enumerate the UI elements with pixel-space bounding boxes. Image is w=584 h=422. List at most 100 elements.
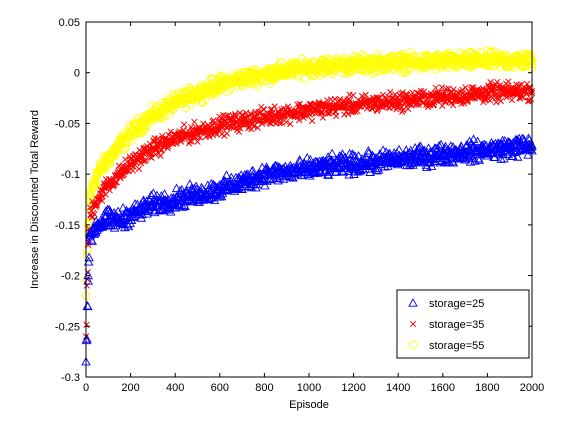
storage-55-point bbox=[125, 133, 135, 142]
storage-35-point-stroke bbox=[176, 128, 183, 135]
storage-35-point-stroke bbox=[85, 225, 93, 232]
storage-35-point-stroke bbox=[350, 92, 357, 99]
storage-35-point-stroke bbox=[129, 167, 136, 174]
storage-35-point bbox=[142, 156, 149, 163]
storage-35-point bbox=[232, 112, 239, 119]
storage-55-point bbox=[405, 64, 415, 73]
storage-55-point bbox=[526, 53, 535, 62]
storage-35-point-stroke bbox=[200, 120, 207, 127]
storage-35-point bbox=[194, 138, 201, 145]
storage-35-point bbox=[462, 84, 469, 91]
storage-35-point bbox=[508, 96, 516, 104]
storage-55-point bbox=[300, 74, 310, 83]
storage-35-point bbox=[266, 120, 273, 127]
storage-55-point bbox=[84, 218, 93, 227]
storage-35-point bbox=[223, 130, 231, 137]
storage-35-point bbox=[122, 156, 129, 163]
storage-35-point-stroke bbox=[260, 106, 268, 113]
storage-35-point bbox=[92, 202, 99, 209]
storage-35-point-stroke bbox=[151, 135, 158, 142]
storage-35-point-stroke bbox=[358, 92, 366, 100]
storage-35-point bbox=[164, 145, 171, 152]
storage-35-point-stroke bbox=[267, 106, 274, 113]
storage-35-point-stroke bbox=[188, 138, 195, 145]
storage-35-point-stroke bbox=[196, 124, 203, 132]
storage-35-point-stroke bbox=[213, 131, 220, 138]
storage-55-point bbox=[110, 151, 120, 160]
storage-35-point-stroke bbox=[217, 115, 225, 122]
storage-35-point-stroke bbox=[220, 111, 227, 119]
storage-35-point-stroke bbox=[99, 193, 106, 200]
storage-35-point bbox=[331, 95, 339, 103]
storage-35-point bbox=[267, 106, 274, 113]
storage-35-point bbox=[326, 110, 333, 117]
storage-35-point bbox=[129, 167, 136, 174]
storage-35-point-stroke bbox=[223, 130, 231, 137]
storage-35-point-stroke bbox=[210, 120, 218, 127]
storage-35-point-stroke bbox=[308, 117, 316, 125]
storage-35-point-stroke bbox=[157, 152, 164, 159]
storage-55-point bbox=[345, 63, 355, 73]
storage-35-point bbox=[324, 97, 331, 104]
storage-35-point bbox=[283, 118, 290, 126]
storage-35-point-stroke bbox=[283, 118, 290, 126]
storage-55-point bbox=[142, 121, 152, 130]
storage-35-point bbox=[83, 282, 91, 289]
storage-35-point bbox=[308, 117, 316, 125]
storage-35-point-stroke bbox=[167, 128, 174, 135]
storage-35-point-stroke bbox=[184, 127, 192, 135]
storage-35-point-stroke bbox=[265, 114, 272, 121]
storage-35-point bbox=[505, 78, 512, 85]
storage-35-point-stroke bbox=[142, 156, 149, 163]
storage-35-point-stroke bbox=[250, 113, 257, 121]
storage-35-point-stroke bbox=[333, 112, 340, 120]
storage-35-point-stroke bbox=[284, 103, 292, 110]
storage-35-point-stroke bbox=[259, 120, 266, 127]
storage-35-point-stroke bbox=[91, 211, 98, 218]
storage-35-point bbox=[333, 112, 340, 120]
storage-35-point-stroke bbox=[296, 117, 303, 124]
series-circle bbox=[81, 46, 537, 301]
storage-35-point bbox=[235, 128, 243, 135]
storage-35-point-stroke bbox=[278, 119, 285, 127]
storage-35-point bbox=[91, 211, 98, 218]
storage-35-point bbox=[157, 152, 164, 159]
storage-35-point bbox=[486, 97, 494, 104]
storage-35-point-stroke bbox=[115, 162, 123, 169]
storage-35-point-stroke bbox=[271, 103, 278, 110]
storage-35-point-stroke bbox=[159, 132, 166, 140]
storage-35-point bbox=[371, 99, 378, 107]
storage-55-point bbox=[92, 173, 101, 182]
storage-35-point-stroke bbox=[135, 156, 142, 163]
storage-35-point-stroke bbox=[135, 165, 143, 173]
storage-35-point-stroke bbox=[191, 118, 198, 126]
storage-35-point bbox=[191, 118, 198, 126]
storage-35-point bbox=[432, 84, 439, 91]
storage-35-point-stroke bbox=[337, 95, 344, 103]
storage-35-point-stroke bbox=[326, 110, 333, 117]
storage-35-point-stroke bbox=[120, 171, 128, 178]
storage-35-point-stroke bbox=[251, 122, 258, 129]
storage-35-point-stroke bbox=[365, 102, 372, 109]
storage-35-point bbox=[271, 103, 278, 110]
storage-55-point bbox=[91, 181, 101, 190]
storage-35-point-stroke bbox=[264, 111, 272, 118]
storage-35-point bbox=[180, 126, 187, 134]
storage-35-point-stroke bbox=[346, 91, 353, 98]
storage-35-point-stroke bbox=[164, 145, 171, 152]
storage-35-point bbox=[165, 131, 172, 138]
storage-35-point-stroke bbox=[98, 197, 106, 205]
storage-35-point-stroke bbox=[83, 282, 91, 289]
storage-35-point-stroke bbox=[371, 99, 378, 107]
storage-35-point bbox=[259, 120, 266, 127]
storage-35-point-stroke bbox=[180, 121, 188, 128]
storage-35-point bbox=[86, 204, 94, 211]
storage-35-point-stroke bbox=[218, 118, 225, 126]
storage-55-point bbox=[526, 56, 536, 66]
storage-35-point-stroke bbox=[139, 154, 146, 161]
storage-35-point bbox=[354, 107, 361, 115]
storage-35-point-stroke bbox=[222, 112, 230, 120]
storage-35-point-stroke bbox=[340, 98, 347, 106]
storage-35-point bbox=[135, 165, 143, 173]
